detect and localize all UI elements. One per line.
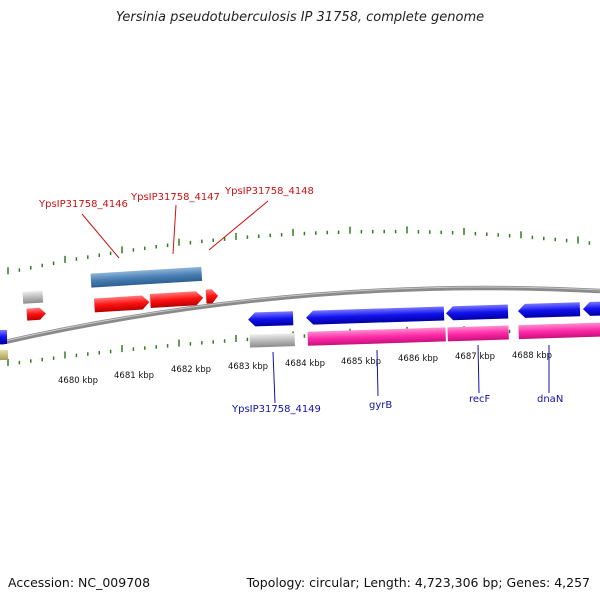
kbp-label: 4680 kbp bbox=[58, 376, 98, 386]
outer-tick-ring bbox=[7, 226, 591, 275]
kbp-label: 4682 kbp bbox=[171, 365, 211, 375]
kbp-label: 4687 kbp bbox=[455, 352, 495, 362]
gene-label-4146[interactable]: YpsIP31758_4146 bbox=[38, 199, 128, 210]
kbp-scale: 4680 kbp 4681 kbp 4682 kbp 4683 kbp 4684… bbox=[58, 351, 552, 386]
callout-line-recF bbox=[477, 344, 480, 394]
rna-feature-dnaN[interactable] bbox=[518, 322, 600, 340]
gene-label-4147[interactable]: YpsIP31758_4147 bbox=[130, 192, 220, 203]
callout-line-4149 bbox=[272, 351, 276, 404]
kbp-label: 4685 kbp bbox=[341, 357, 381, 367]
gene-bar-4146-4147[interactable] bbox=[90, 266, 203, 288]
callout-line-gyrB bbox=[376, 349, 379, 397]
cds-arrow-gyrB[interactable] bbox=[306, 306, 445, 325]
gene-label-recF[interactable]: recF bbox=[469, 394, 491, 405]
callout-line-4148 bbox=[208, 200, 269, 251]
genome-backbone bbox=[0, 285, 600, 346]
cds-arrow-4147[interactable] bbox=[149, 291, 204, 309]
map-title: Yersinia pseudotuberculosis IP 31758, co… bbox=[115, 10, 485, 25]
gene-label-gyrB[interactable]: gyrB bbox=[369, 400, 392, 411]
kbp-label: 4684 kbp bbox=[285, 359, 325, 369]
kbp-label: 4686 kbp bbox=[398, 354, 438, 364]
rna-feature-gyrB[interactable] bbox=[307, 327, 446, 346]
kbp-label: 4681 kbp bbox=[114, 371, 154, 381]
misc-feature-left-edge[interactable] bbox=[0, 350, 8, 360]
cds-arrow-4149[interactable] bbox=[248, 311, 294, 327]
cds-arrow-dnaN[interactable] bbox=[517, 302, 581, 318]
kbp-label: 4688 kbp bbox=[512, 351, 552, 361]
misc-feature-4149[interactable] bbox=[249, 333, 295, 348]
cds-arrow-4148[interactable] bbox=[205, 289, 219, 304]
gene-label-4149[interactable]: YpsIP31758_4149 bbox=[231, 404, 321, 415]
cds-arrow-4146[interactable] bbox=[94, 295, 150, 313]
genome-summary-text: Topology: circular; Length: 4,723,306 bp… bbox=[246, 575, 590, 590]
cds-arrow-recF[interactable] bbox=[446, 304, 509, 321]
cds-arrow-left-partial[interactable] bbox=[26, 307, 47, 321]
accession-text: Accession: NC_009708 bbox=[8, 575, 151, 590]
gene-label-4148[interactable]: YpsIP31758_4148 bbox=[224, 186, 314, 197]
cds-arrow-right-edge[interactable] bbox=[582, 301, 600, 316]
callout-line-4147 bbox=[172, 204, 177, 255]
misc-feature-left[interactable] bbox=[22, 290, 44, 304]
callout-line-4146 bbox=[81, 213, 120, 259]
cds-arrow-left-edge[interactable] bbox=[0, 330, 7, 344]
rna-feature-recF[interactable] bbox=[447, 325, 509, 342]
gene-label-dnaN[interactable]: dnaN bbox=[537, 394, 563, 405]
genome-backbone-highlight bbox=[0, 286, 600, 343]
kbp-label: 4683 kbp bbox=[228, 362, 268, 372]
